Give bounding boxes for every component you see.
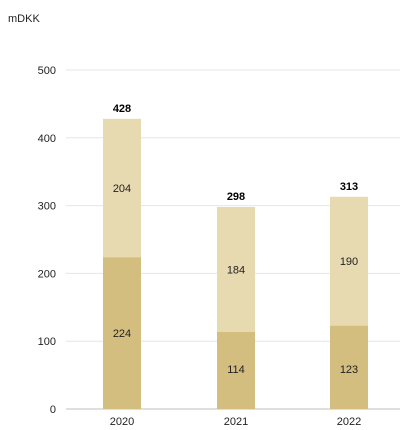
bar-segment bbox=[217, 331, 255, 409]
bar-total-label: 428 bbox=[113, 103, 131, 115]
x-tick-label: 2020 bbox=[110, 416, 134, 428]
segment-value-label: 114 bbox=[227, 364, 245, 376]
bar-total-label: 313 bbox=[340, 181, 358, 193]
segment-value-label: 204 bbox=[113, 183, 131, 195]
y-axis-unit-label: mDKK bbox=[8, 13, 40, 25]
segment-value-label: 123 bbox=[340, 364, 358, 376]
bar-segment bbox=[330, 325, 368, 409]
bars: 224 204 428 114 184 298 123 190 313 bbox=[103, 103, 368, 409]
bar-segment bbox=[330, 196, 368, 326]
bar-segment bbox=[103, 118, 141, 258]
bar-total-label: 298 bbox=[227, 191, 245, 203]
bar-segment bbox=[217, 206, 255, 332]
y-tick-label: 500 bbox=[38, 65, 56, 77]
y-tick-label: 400 bbox=[38, 133, 56, 145]
segment-value-label: 224 bbox=[113, 328, 131, 340]
segment-value-label: 184 bbox=[227, 264, 245, 276]
x-tick-label: 2021 bbox=[224, 416, 248, 428]
y-tick-label: 100 bbox=[38, 336, 56, 348]
bar-segment bbox=[103, 257, 141, 409]
y-tick-label: 300 bbox=[38, 201, 56, 213]
x-axis-ticks: 2020 2021 2022 bbox=[110, 416, 361, 428]
y-axis-ticks: 0 100 200 300 400 500 bbox=[38, 65, 56, 416]
x-tick-label: 2022 bbox=[337, 416, 361, 428]
y-tick-label: 0 bbox=[50, 404, 56, 416]
y-tick-label: 200 bbox=[38, 268, 56, 280]
segment-value-label: 190 bbox=[340, 256, 358, 268]
